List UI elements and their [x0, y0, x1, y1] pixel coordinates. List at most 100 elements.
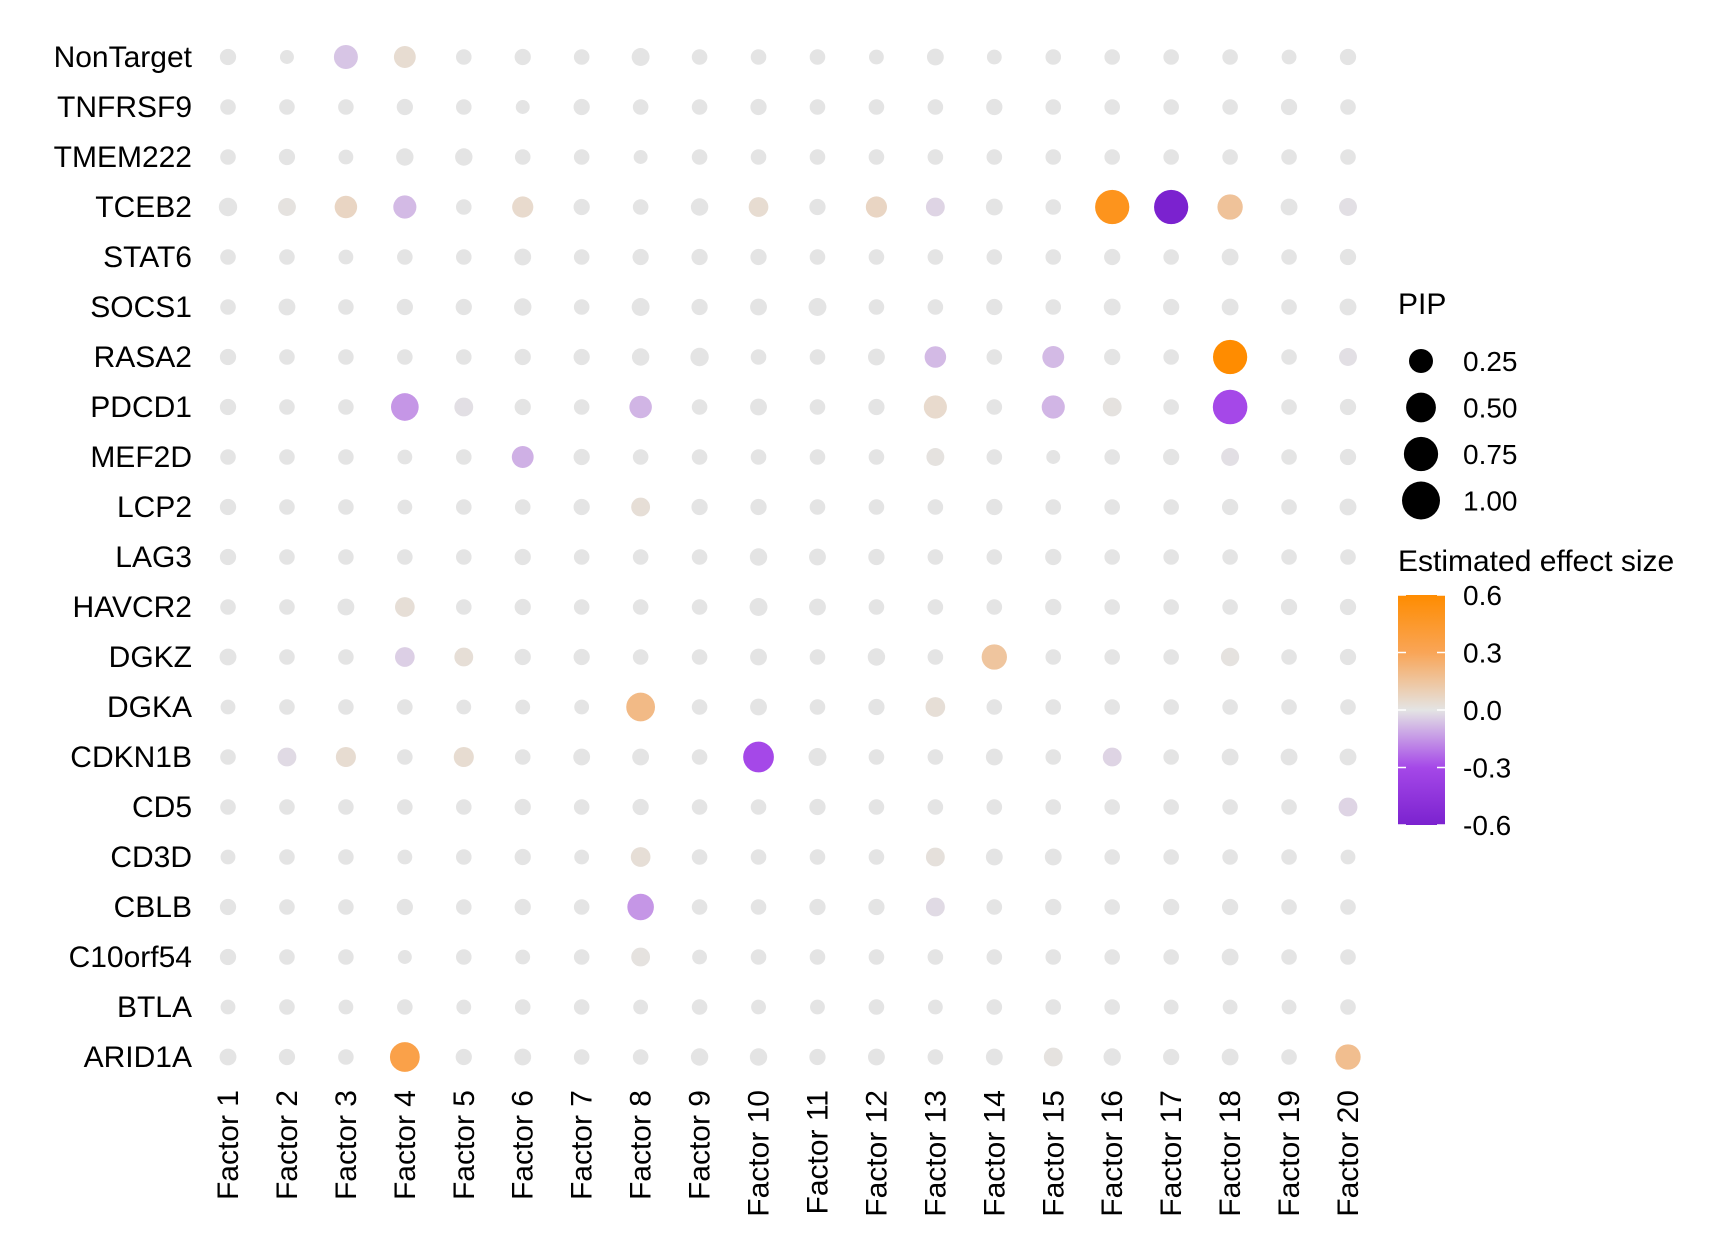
effect-color-legend: Estimated effect size 0.6 0.3 0.0 -0.3 -0.6: [1398, 545, 1674, 841]
dot-C10orf54-factor-15: [1045, 949, 1062, 965]
dot-PDCD1-factor-6: [514, 398, 531, 416]
dot-TMEM222-factor-6: [514, 149, 531, 165]
dot-C10orf54-factor-20: [1340, 949, 1356, 965]
dot-MEF2D-factor-3: [338, 449, 354, 465]
dot-RASA2-factor-14: [986, 349, 1003, 365]
dot-DGKA-factor-1: [220, 699, 236, 715]
dot-TCEB2-factor-6: [512, 196, 534, 218]
dot-HAVCR2-factor-17: [1163, 599, 1179, 615]
dot-MEF2D-factor-14: [986, 449, 1003, 465]
dot-CD3D-factor-19: [1281, 849, 1297, 865]
dot-NonTarget-factor-3: [333, 45, 358, 69]
dot-CD3D-factor-1: [220, 849, 236, 865]
dot-CBLB-factor-9: [691, 899, 708, 915]
dot-STAT6-factor-16: [1104, 248, 1121, 266]
dot-HAVCR2-factor-20: [1339, 598, 1357, 616]
y-tick-label: NonTarget: [54, 41, 193, 74]
dot-BTLA-factor-12: [868, 999, 885, 1015]
pip-size-legend: PIP 0.25 0.50 0.75 1.00: [1398, 288, 1518, 520]
dot-DGKZ-factor-18: [1220, 647, 1240, 667]
dot-HAVCR2-factor-10: [749, 598, 768, 616]
dot-BTLA-factor-14: [986, 999, 1003, 1015]
dot-LAG3-factor-12: [868, 548, 885, 566]
dot-NonTarget-factor-18: [1222, 49, 1238, 65]
dot-STAT6-factor-9: [691, 248, 708, 266]
dot-SOCS1-factor-9: [691, 298, 708, 316]
dot-PDCD1-factor-12: [868, 398, 885, 416]
dot-CDKN1B-factor-13: [927, 749, 944, 765]
dot-CBLB-factor-13: [925, 897, 945, 917]
dot-C10orf54-factor-16: [1104, 949, 1121, 965]
dot-RASA2-factor-5: [455, 349, 472, 365]
dot-ARID1A-factor-17: [1163, 1048, 1180, 1066]
dot-TMEM222-factor-4: [396, 148, 414, 166]
dot-TMEM222-factor-15: [1045, 149, 1062, 165]
dot-MEF2D-factor-11: [809, 449, 826, 465]
dot-ARID1A-factor-3: [338, 1049, 354, 1065]
dot-DGKZ-factor-10: [750, 648, 767, 666]
dot-LCP2-factor-13: [927, 499, 944, 515]
y-tick-label: LCP2: [117, 491, 192, 524]
dot-NonTarget-factor-8: [631, 48, 650, 66]
dot-CDKN1B-factor-4: [397, 749, 413, 765]
dot-SOCS1-factor-18: [1221, 298, 1239, 316]
dot-TNFRSF9-factor-1: [220, 99, 236, 115]
dot-DGKA-factor-16: [1104, 699, 1121, 715]
dot-DGKA-factor-7: [574, 699, 590, 715]
dot-STAT6-factor-14: [986, 249, 1003, 265]
dot-ARID1A-factor-1: [219, 1048, 237, 1066]
dot-STAT6-factor-13: [927, 249, 944, 265]
dot-HAVCR2-factor-16: [1104, 599, 1121, 615]
dot-DGKA-factor-15: [1045, 699, 1062, 715]
dot-C10orf54-factor-19: [1281, 949, 1297, 965]
dot-MEF2D-factor-4: [397, 449, 413, 465]
dot-MEF2D-factor-15: [1046, 450, 1061, 464]
dot-DGKA-factor-11: [809, 699, 826, 715]
dot-ARID1A-factor-2: [278, 1048, 296, 1066]
dot-CD5-factor-8: [632, 798, 649, 816]
dot-TMEM222-factor-14: [986, 149, 1003, 165]
dot-CBLB-factor-7: [573, 899, 590, 915]
dot-CBLB-factor-6: [514, 898, 531, 916]
dot-MEF2D-factor-16: [1104, 449, 1121, 465]
dot-HAVCR2-factor-2: [279, 599, 295, 615]
dot-MEF2D-factor-8: [632, 449, 649, 465]
y-tick-label: STAT6: [103, 241, 192, 274]
dot-NonTarget-factor-17: [1163, 49, 1179, 65]
y-tick-label: MEF2D: [90, 441, 192, 474]
dot-CDKN1B-factor-17: [1163, 749, 1179, 765]
dot-ARID1A-factor-20: [1335, 1044, 1361, 1070]
dot-LCP2-factor-20: [1339, 498, 1357, 516]
dot-BTLA-factor-20: [1340, 999, 1356, 1015]
dot-ARID1A-factor-15: [1043, 1047, 1063, 1067]
dot-TMEM222-factor-19: [1281, 149, 1297, 165]
x-tick-label: Factor 5: [448, 1090, 481, 1200]
dot-HAVCR2-factor-9: [691, 599, 708, 615]
dot-SOCS1-factor-1: [220, 299, 236, 315]
dot-BTLA-factor-15: [1045, 999, 1062, 1015]
dot-TMEM222-factor-20: [1340, 149, 1356, 165]
dot-DGKZ-factor-11: [809, 649, 826, 665]
dot-LCP2-factor-6: [514, 499, 531, 515]
dot-LAG3-factor-9: [691, 549, 708, 565]
dot-SOCS1-factor-5: [455, 298, 472, 316]
y-tick-label: LAG3: [115, 541, 192, 574]
y-tick-label: TMEM222: [54, 141, 192, 174]
dot-BTLA-factor-9: [691, 999, 708, 1015]
pip-legend-key: [1403, 436, 1439, 472]
dot-CBLB-factor-14: [986, 899, 1003, 915]
dot-HAVCR2-factor-13: [927, 599, 944, 615]
x-tick-label: Factor 2: [271, 1090, 304, 1200]
dot-CD5-factor-1: [220, 799, 236, 815]
dot-C10orf54-factor-7: [573, 949, 590, 965]
dot-LCP2-factor-5: [455, 499, 472, 515]
y-tick-label: CDKN1B: [70, 741, 192, 774]
dot-DGKZ-factor-12: [867, 648, 886, 666]
pip-legend-key: [1406, 392, 1436, 423]
dot-TCEB2-factor-12: [865, 196, 888, 218]
y-tick-label: DGKA: [107, 691, 192, 724]
dot-RASA2-factor-16: [1104, 348, 1121, 366]
dot-DGKA-factor-19: [1281, 699, 1297, 715]
effect-legend-label: 0.3: [1463, 638, 1502, 669]
dot-TMEM222-factor-2: [278, 148, 296, 166]
